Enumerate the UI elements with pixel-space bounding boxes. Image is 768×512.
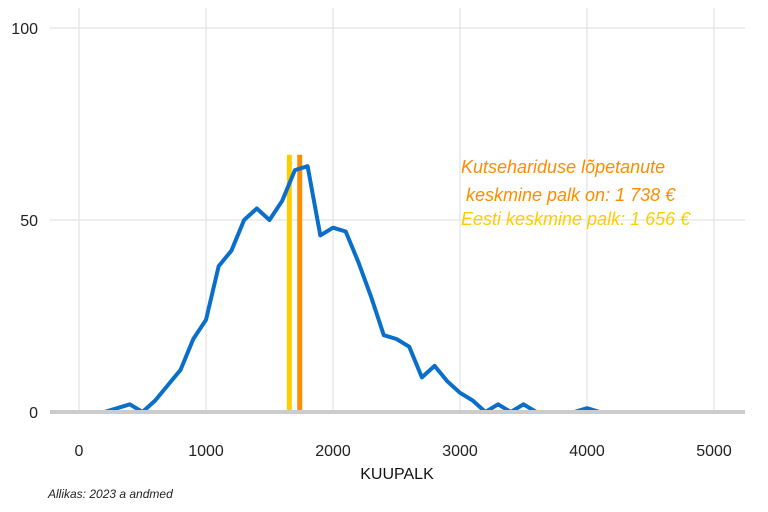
annotation-vocational-line2: keskmine palk on: 1 738 € <box>461 185 676 205</box>
annotation-estonia-average: Eesti keskmine palk: 1 656 € <box>461 209 691 229</box>
y-axis: 0 50 100 <box>11 21 38 422</box>
x-axis: 0 1000 2000 3000 4000 5000 <box>50 410 745 460</box>
x-tick-label: 1000 <box>188 443 224 460</box>
x-tick-label: 0 <box>75 443 84 460</box>
x-axis-title: KUUPALK <box>360 466 434 483</box>
source-caption: Allikas: 2023 a andmed <box>48 487 173 501</box>
x-tick-label: 3000 <box>442 443 478 460</box>
x-tick-label: 5000 <box>696 443 732 460</box>
y-tick-label: 100 <box>11 21 38 38</box>
y-tick-label: 50 <box>20 213 38 230</box>
reference-lines <box>286 154 303 412</box>
annotation-vocational-line1: Kutsehariduse lõpetanute <box>461 157 665 177</box>
x-tick-label: 4000 <box>569 443 605 460</box>
x-tick-label: 2000 <box>315 443 351 460</box>
gridlines <box>50 8 745 412</box>
y-tick-label: 0 <box>29 405 38 422</box>
